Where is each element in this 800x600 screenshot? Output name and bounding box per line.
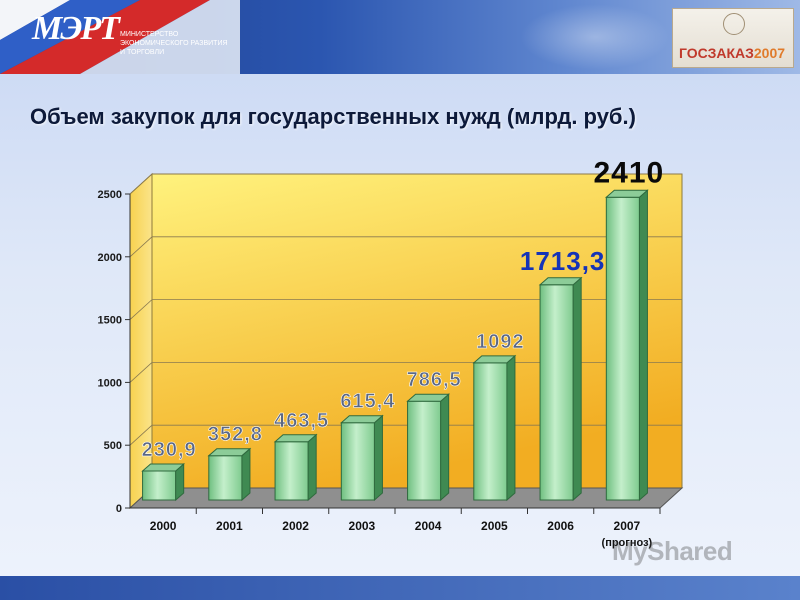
gridline [129,299,682,320]
bar-value-label: 352,8 [208,424,263,446]
bar [142,470,177,501]
bar-value-label: 463,5 [274,410,329,432]
ministry-logo: МЭРТ [32,10,120,47]
bar-top [207,448,252,457]
header-banner: МЭРТ Министерство экономического развити… [0,0,800,74]
bar-side [241,447,251,502]
x-tick-label: 2006 [547,519,574,533]
goszakaz-badge: ГОСЗАКАЗ2007 [672,8,794,68]
bar [208,455,243,501]
gridline [129,236,682,258]
bar-top [472,355,517,364]
x-tick-label: 2004 [415,519,442,533]
bar-value-label: 786,5 [407,369,462,391]
y-tick-label: 2500 [98,189,122,201]
x-tick-label: 2005 [481,519,508,533]
ministry-line: и торговли [120,49,165,56]
emblem-icon [723,13,745,35]
gridline [129,173,682,195]
bar [274,441,309,501]
bar [605,196,640,501]
bar-side [307,433,317,502]
bar [539,284,574,501]
goszakaz-word: ГОСЗАКАЗ [679,45,754,61]
goszakaz-label: ГОСЗАКАЗ2007 [679,45,785,61]
x-tick-label: 2007 [614,519,641,533]
bar-value-label: 1092 [476,331,525,353]
bar-top [141,463,186,472]
bar-top [339,415,384,424]
y-tick-label: 0 [116,503,122,515]
flag-stripe-decoration [0,0,240,74]
bar-side [638,189,648,502]
y-tick-label: 2000 [98,252,122,264]
y-tick-label: 1000 [98,377,122,389]
bar [407,400,442,501]
bar-value-label: 1713,3 [520,246,606,276]
bar [473,362,508,501]
ministry-line: экономического развития [120,40,228,47]
bar-top [406,393,451,402]
footer-bar [0,576,800,600]
x-tick-label: 2003 [349,519,376,533]
bar-side [506,354,516,502]
bar-top [538,277,583,286]
bar-value-label: 2410 [594,156,665,189]
slide-title: Объем закупок для государственных нужд (… [30,104,636,129]
bar-side [440,393,450,502]
bar-value-label: 230,9 [142,439,197,461]
bar-top [604,189,649,198]
x-tick-label: 2001 [216,519,243,533]
x-tick-note: (прогноз) [602,537,653,549]
bar-top [273,434,318,443]
y-tick-label: 1500 [98,315,122,327]
ministry-name: Министерство экономического развития и т… [120,30,230,57]
x-tick-label: 2000 [150,519,177,533]
bar-side [572,276,582,502]
goszakaz-year: 2007 [753,45,786,61]
ministry-line: Министерство [120,31,179,38]
y-tick-label: 500 [104,440,122,452]
bar-side [373,414,383,502]
bar [340,422,375,501]
russia-map-decoration [520,4,670,70]
bar-value-label: 615,4 [340,391,395,413]
x-tick-label: 2002 [282,519,309,533]
myshared-watermark: MyShared [612,536,733,566]
